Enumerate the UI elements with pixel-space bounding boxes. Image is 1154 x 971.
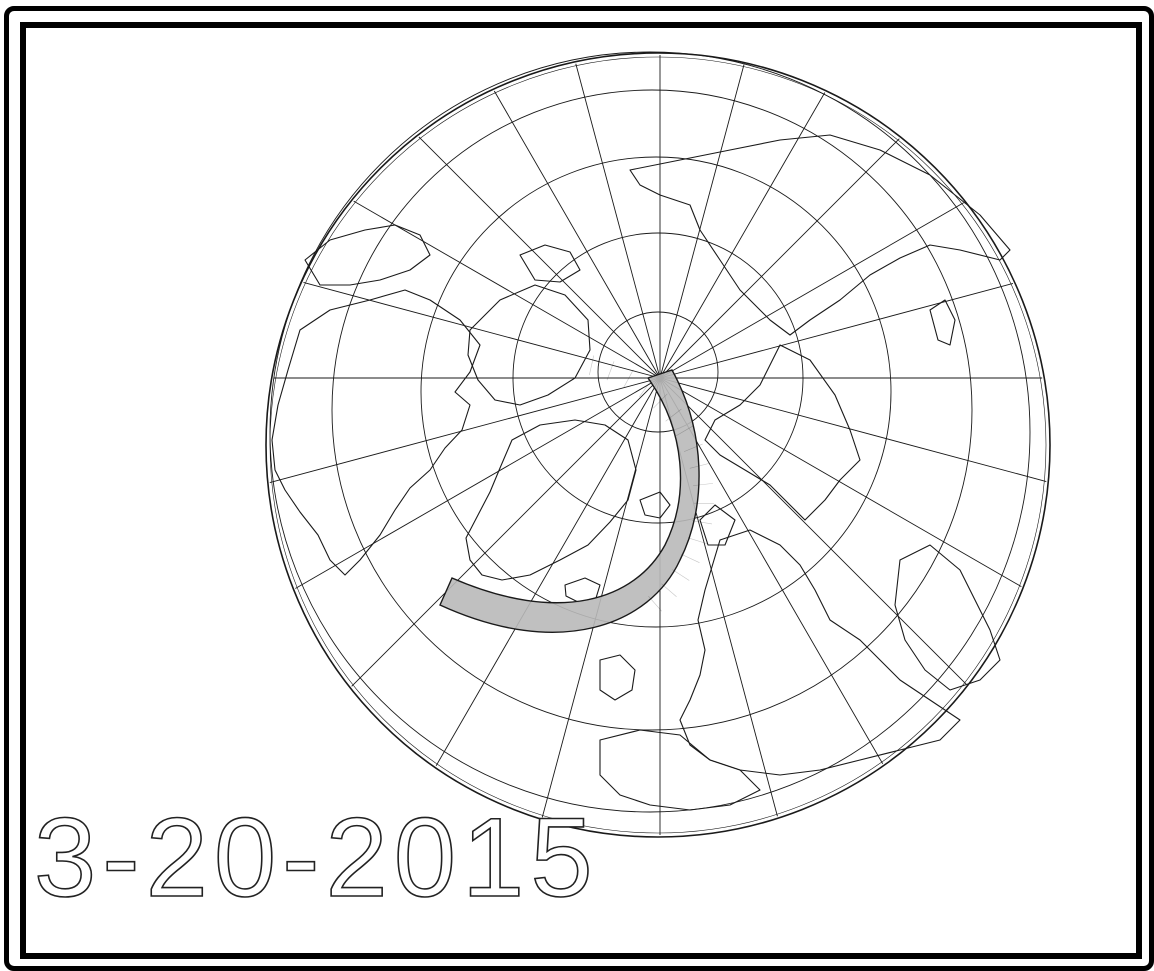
meridian-line bbox=[353, 200, 661, 379]
latitude-circle bbox=[269, 51, 1031, 813]
coastline-british-isles bbox=[599, 654, 636, 701]
coastline-canadian-archipelago bbox=[467, 284, 591, 406]
inner-frame bbox=[20, 22, 1142, 959]
hatch-line bbox=[675, 425, 694, 437]
meridian-line bbox=[659, 282, 1014, 379]
meridian-line bbox=[351, 377, 661, 687]
coastline-russia-east bbox=[704, 344, 861, 521]
meridian-line bbox=[575, 63, 661, 379]
coastline-europe-south bbox=[599, 729, 761, 811]
meridian-line bbox=[659, 202, 964, 379]
hatch-line bbox=[693, 483, 714, 486]
coastline-kamchatka bbox=[929, 299, 956, 346]
meridian-line bbox=[295, 377, 661, 589]
hatch-line bbox=[689, 463, 710, 469]
meridian-line bbox=[303, 282, 661, 379]
meridian-line bbox=[418, 136, 661, 379]
coastline-arctic-islands bbox=[519, 244, 581, 283]
date-label: 3-20-2015 bbox=[34, 795, 599, 920]
outer-frame bbox=[4, 6, 1154, 971]
meridian-line bbox=[659, 64, 745, 379]
hatch-line bbox=[639, 380, 652, 397]
hatch-line bbox=[683, 443, 703, 452]
coastline-eurasia-north bbox=[629, 134, 1011, 336]
latitude-circle bbox=[331, 89, 973, 731]
eclipse-path-band bbox=[439, 369, 700, 633]
hatch-line bbox=[661, 583, 677, 597]
coastline-asia-east bbox=[894, 544, 1001, 691]
meridian-line bbox=[435, 377, 661, 766]
coastline-alaska bbox=[304, 224, 431, 286]
hatch-line bbox=[681, 553, 700, 563]
meridian-line bbox=[659, 138, 900, 379]
meridian-line bbox=[659, 377, 1022, 588]
meridian-line bbox=[659, 377, 967, 685]
coastline-svalbard bbox=[639, 491, 671, 519]
coastlines bbox=[271, 134, 1011, 811]
coastline-scandinavia-europe bbox=[679, 529, 961, 776]
meridian-line bbox=[493, 90, 661, 379]
coastline-north-america bbox=[271, 289, 481, 576]
meridian-line bbox=[269, 377, 661, 483]
hatch-line bbox=[687, 537, 708, 545]
hatch-line bbox=[692, 520, 713, 525]
graticule bbox=[269, 51, 1047, 835]
hatch-line bbox=[623, 369, 634, 388]
hatch-line bbox=[672, 569, 690, 581]
meridian-line bbox=[659, 92, 826, 379]
latitude-circle bbox=[420, 156, 892, 628]
hatch-line bbox=[665, 408, 682, 422]
eclipse-path-hatching bbox=[589, 355, 714, 612]
globe-outline-inner bbox=[269, 56, 1047, 834]
globe-outline bbox=[265, 52, 1051, 838]
meridian-line bbox=[659, 377, 1047, 482]
hatch-line bbox=[589, 355, 595, 376]
coastline-greenland bbox=[465, 419, 637, 581]
hatch-line bbox=[648, 595, 662, 612]
hatch-line bbox=[606, 361, 615, 381]
coastline-novaya-zemlya bbox=[699, 504, 736, 546]
hatch-line bbox=[653, 393, 668, 409]
latitude-circle bbox=[597, 311, 719, 433]
